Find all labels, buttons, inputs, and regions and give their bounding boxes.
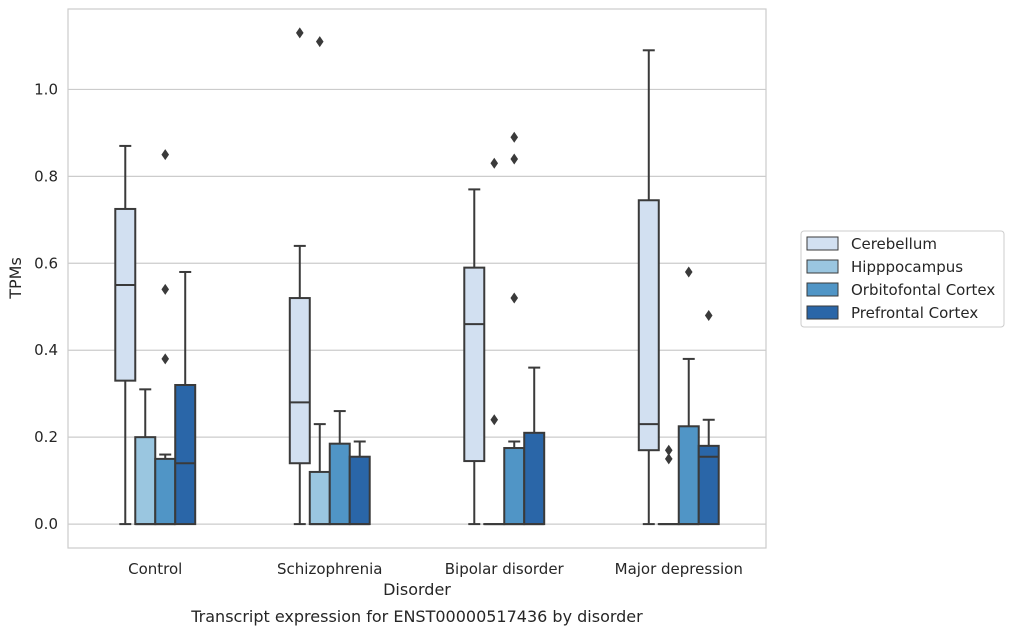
box-iqr	[637, 199, 660, 452]
box-prefrontal-cortex	[348, 440, 371, 526]
box-iqr	[463, 266, 486, 463]
outlier-point	[161, 353, 170, 365]
legend-label: Hipppocampus	[851, 258, 963, 276]
y-tick-label: 0.4	[34, 341, 58, 359]
box-iqr	[503, 447, 526, 526]
outlier-point	[664, 453, 673, 465]
legend-swatch	[806, 236, 839, 251]
box-iqr	[308, 470, 331, 526]
outlier-point	[664, 444, 673, 456]
box-iqr	[288, 297, 311, 465]
box-iqr	[328, 442, 351, 526]
legend-label: Cerebellum	[851, 235, 937, 253]
box-iqr	[348, 455, 371, 526]
box-orbitofontal-cortex	[328, 410, 351, 526]
box-prefrontal-cortex	[697, 309, 720, 526]
box-iqr	[174, 383, 197, 526]
legend-label: Prefrontal Cortex	[851, 304, 978, 322]
outlier-point	[490, 157, 499, 169]
outlier-point	[490, 414, 499, 426]
box-cerebellum	[463, 188, 486, 526]
legend-swatch	[806, 305, 839, 320]
plot-frame	[67, 8, 767, 549]
y-tick-label: 0.2	[34, 428, 58, 446]
x-tick-label: Bipolar disorder	[445, 560, 565, 578]
y-tick-label: 0.8	[34, 167, 58, 185]
box-prefrontal-cortex	[523, 366, 546, 526]
box-hipppocampus	[134, 388, 157, 526]
outlier-point	[704, 309, 713, 321]
chart-caption: Transcript expression for ENST0000051743…	[190, 607, 643, 626]
box-cerebellum	[288, 27, 311, 526]
box-iqr	[697, 444, 720, 526]
legend-frame	[800, 230, 1005, 328]
legend-label: Orbitofontal Cortex	[851, 281, 995, 299]
box-cerebellum	[637, 49, 660, 526]
box-iqr	[154, 457, 177, 526]
outlier-point	[510, 153, 519, 165]
x-axis-title: Disorder	[383, 580, 451, 599]
x-tick-label: Schizophrenia	[277, 560, 382, 578]
box-orbitofontal-cortex	[677, 266, 700, 526]
box-iqr	[134, 436, 157, 526]
y-tick-label: 0.0	[34, 515, 58, 533]
outlier-point	[315, 36, 324, 48]
y-tick-label: 1.0	[34, 80, 58, 98]
legend-swatch	[806, 259, 839, 274]
box-orbitofontal-cortex	[154, 149, 177, 526]
outlier-point	[295, 27, 304, 39]
y-tick-label: 0.6	[34, 254, 58, 272]
box-prefrontal-cortex	[174, 270, 197, 526]
outlier-point	[510, 131, 519, 143]
outlier-point	[684, 266, 693, 278]
legend-swatch	[806, 282, 839, 297]
x-tick-label: Major depression	[615, 560, 743, 578]
legend: Cerebellum Hipppocampus Orbitofontal Corte…	[800, 230, 1005, 328]
box-hipppocampus	[483, 157, 506, 526]
x-tick-labels: Control Schizophrenia Bipolar disorder Majo…	[128, 560, 743, 578]
box-series	[114, 27, 720, 526]
box-iqr	[677, 425, 700, 526]
x-tick-label: Control	[128, 560, 182, 578]
box-cerebellum	[114, 144, 137, 526]
outlier-point	[510, 292, 519, 304]
y-axis-title: TPMs	[6, 257, 25, 300]
y-tick-labels: 0.0 0.2 0.4 0.6 0.8 1.0	[34, 80, 58, 533]
box-orbitofontal-cortex	[503, 131, 526, 526]
outlier-point	[161, 149, 170, 161]
outlier-point	[161, 283, 170, 295]
box-iqr	[523, 431, 546, 526]
box-iqr	[114, 207, 137, 382]
